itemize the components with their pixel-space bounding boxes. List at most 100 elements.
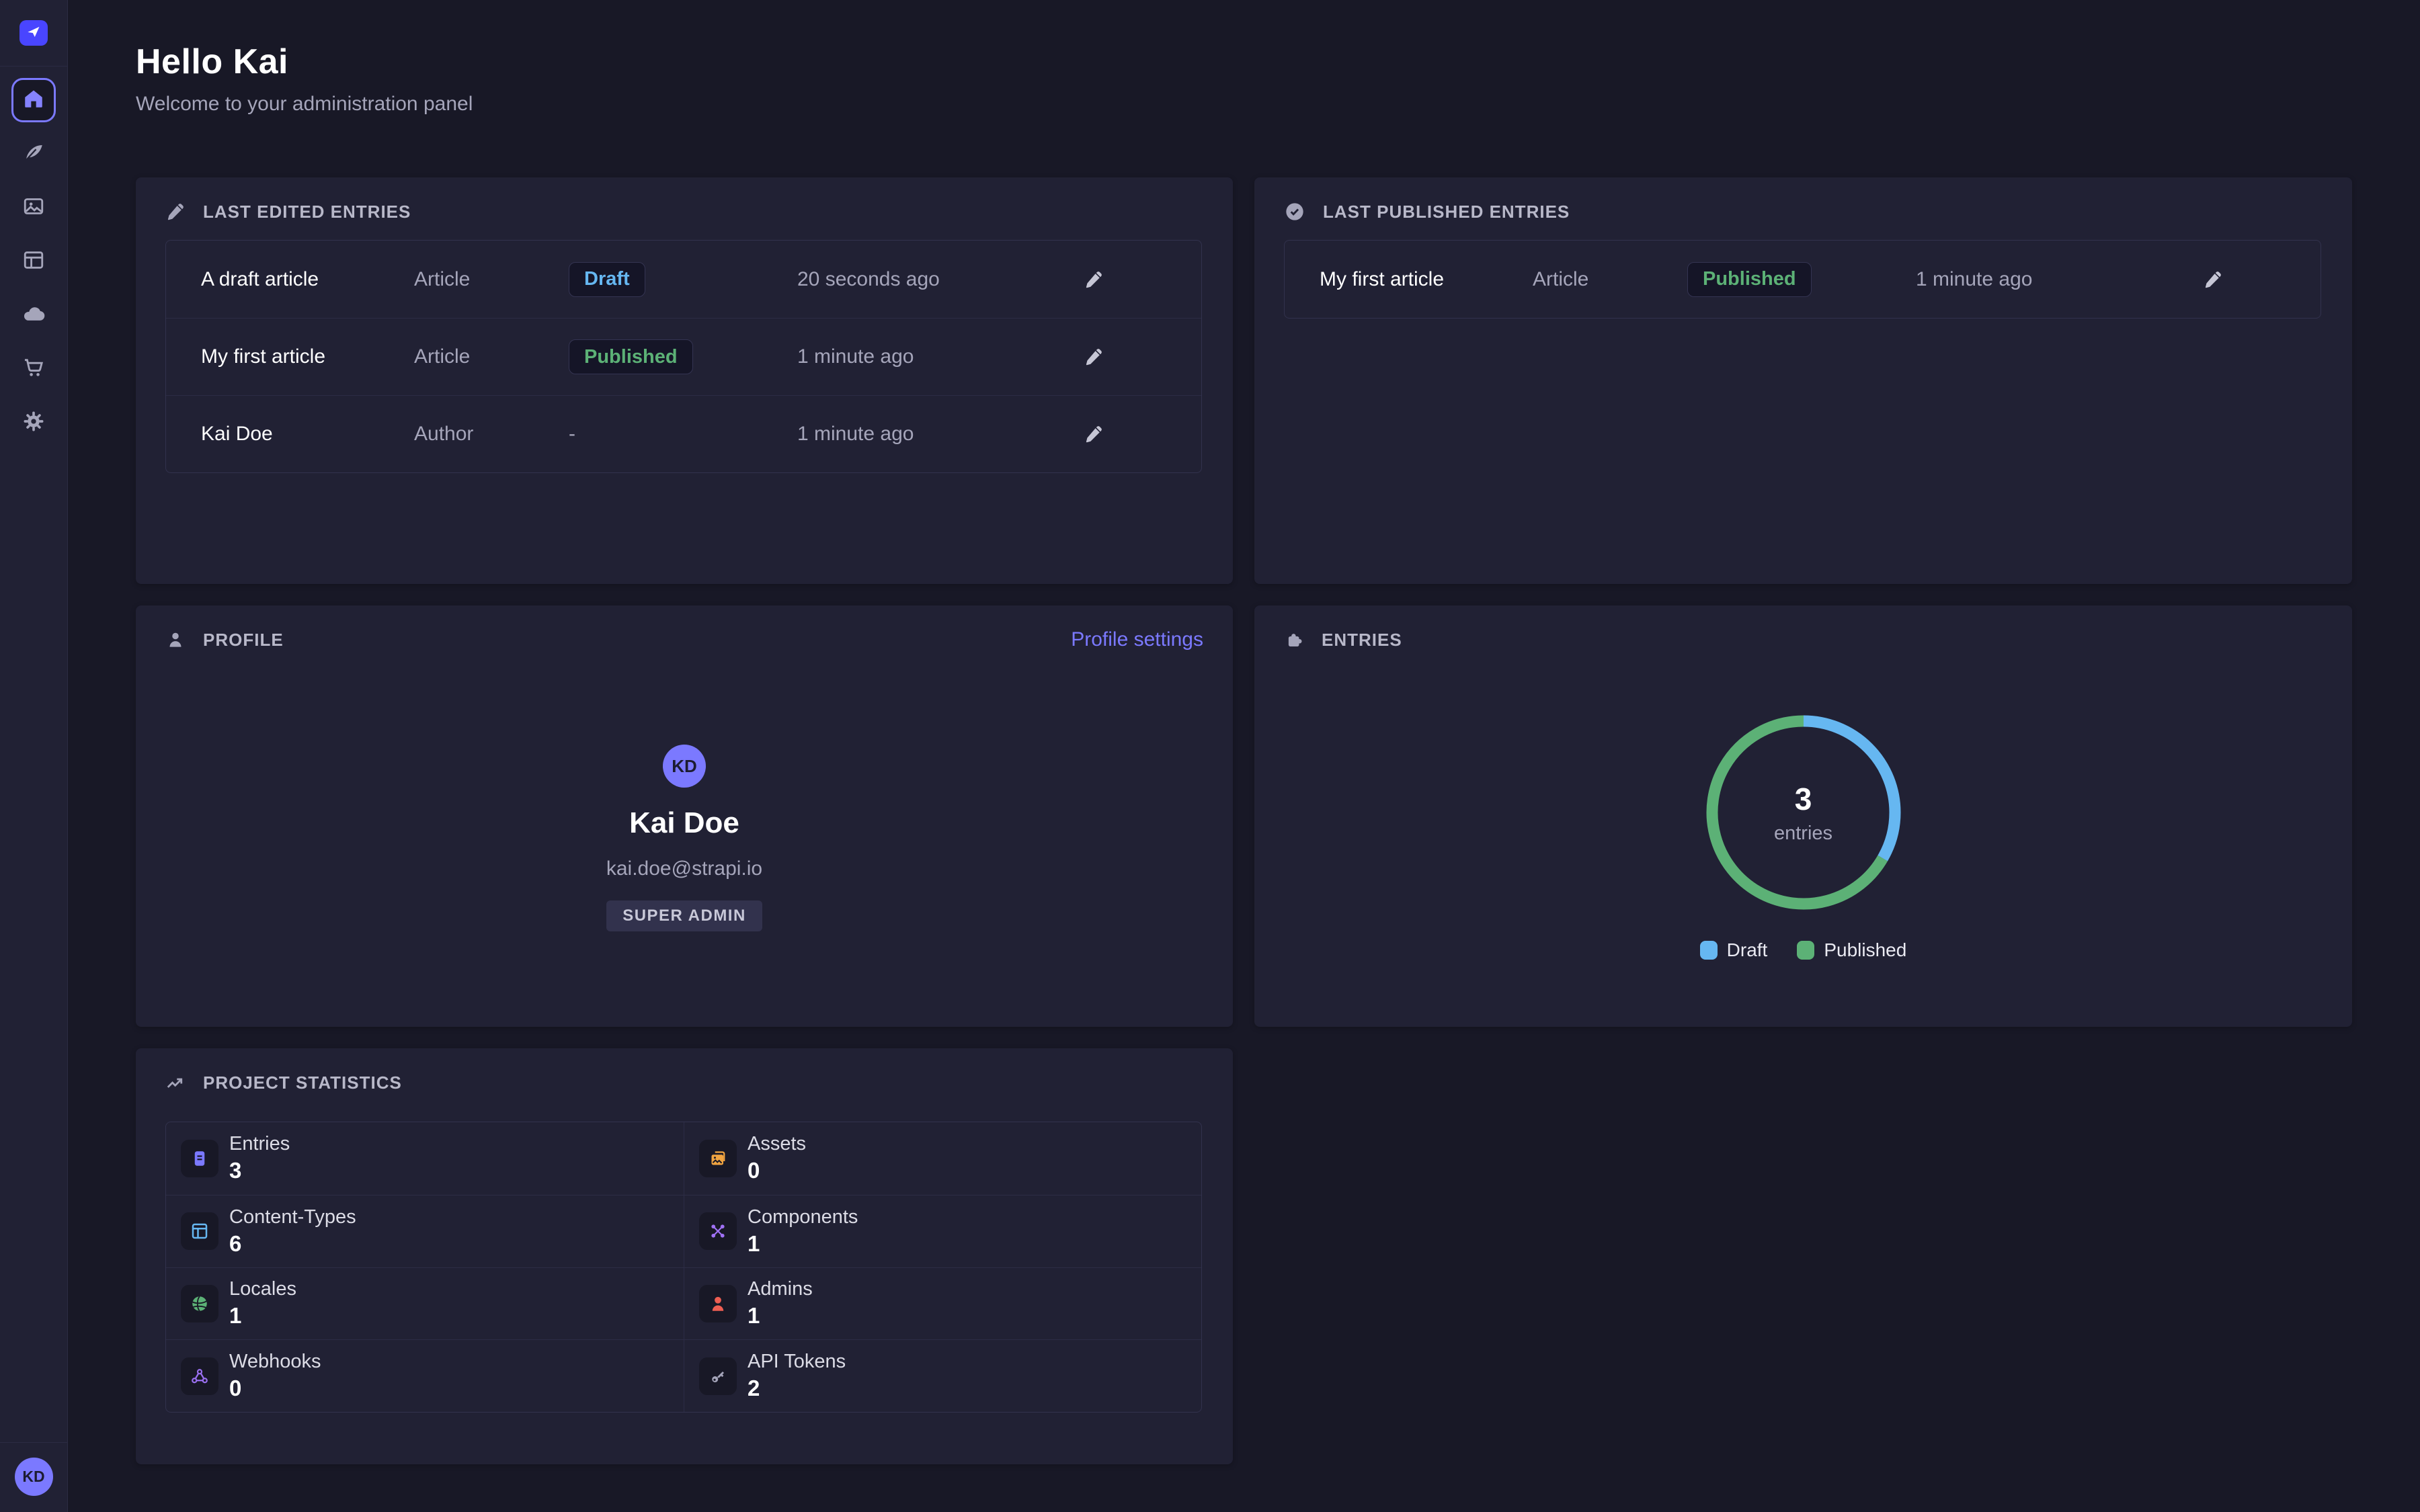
layout-icon [181, 1212, 218, 1250]
sidebar-item-marketplace[interactable] [11, 347, 56, 391]
panels-grid: LAST EDITED ENTRIES A draft article Arti… [136, 177, 2352, 1464]
last-edited-entries-panel: LAST EDITED ENTRIES A draft article Arti… [136, 177, 1233, 584]
stat-label: Entries [229, 1133, 290, 1155]
puzzle-icon [1284, 630, 1304, 650]
stat-value: 1 [229, 1303, 296, 1329]
chart-legend: Draft Published [1254, 939, 2352, 961]
last-published-entries-header: LAST PUBLISHED ENTRIES [1284, 200, 2323, 223]
panel-title: LAST PUBLISHED ENTRIES [1323, 202, 1570, 222]
last-edited-entries-header: LAST EDITED ENTRIES [165, 200, 1203, 223]
stat-label: Locales [229, 1278, 296, 1300]
panel-title: LAST EDITED ENTRIES [203, 202, 411, 222]
last-published-entries-table: My first article Article Published 1 min… [1284, 240, 2321, 319]
strapi-logo-icon [25, 23, 42, 44]
check-circle-icon [1284, 201, 1305, 222]
stat-label: Components [748, 1206, 858, 1228]
profile-email: kai.doe@strapi.io [606, 857, 762, 880]
entry-type: Author [414, 423, 569, 446]
table-row[interactable]: A draft article Article Draft 20 seconds… [166, 241, 1201, 318]
stat-locales: Locales 1 [166, 1267, 684, 1340]
entries-header: ENTRIES [1284, 628, 2323, 651]
stat-api-tokens: API Tokens2 [684, 1339, 1201, 1412]
stat-label: Webhooks [229, 1351, 321, 1373]
media-icon [22, 195, 45, 221]
pencil-icon [1084, 269, 1104, 290]
status-badge: Published [569, 339, 693, 374]
legend-label: Draft [1727, 939, 1768, 961]
sidebar-bottom: KD [0, 1442, 67, 1512]
sidebar-item-cloud[interactable] [11, 293, 56, 337]
gear-icon [22, 410, 45, 436]
feather-icon [22, 141, 45, 167]
role-badge: SUPER ADMIN [606, 900, 762, 931]
edit-entry-button[interactable] [1080, 424, 1107, 444]
legend-item-draft: Draft [1700, 939, 1768, 961]
pencil-icon [2203, 269, 2223, 290]
published-swatch [1797, 941, 1814, 960]
entry-name: Kai Doe [201, 423, 414, 446]
entries-total: 3 [1795, 781, 1812, 817]
edit-entry-button[interactable] [2200, 269, 2226, 290]
edit-entry-button[interactable] [1080, 269, 1107, 290]
stat-label: Admins [748, 1278, 813, 1300]
table-row[interactable]: Kai Doe Author - 1 minute ago [166, 395, 1201, 472]
file-icon [181, 1140, 218, 1177]
entry-name: A draft article [201, 268, 414, 291]
profile-body: KD Kai Doe kai.doe@strapi.io SUPER ADMIN [136, 605, 1233, 1027]
edit-entry-button[interactable] [1080, 347, 1107, 367]
donut-center: 3 entries [1703, 712, 1904, 913]
sidebar-nav [11, 78, 56, 445]
stat-entries: Entries 3 [166, 1122, 684, 1195]
stat-value: 0 [748, 1158, 806, 1183]
layout-icon [22, 249, 45, 275]
strapi-logo[interactable] [19, 20, 48, 46]
entry-time: 1 minute ago [1916, 268, 2200, 291]
webhook-icon [181, 1357, 218, 1395]
pencil-icon [1084, 347, 1104, 367]
stat-value: 3 [229, 1158, 290, 1183]
sidebar-item-content-type-builder[interactable] [11, 239, 56, 284]
entry-type: Article [414, 345, 569, 368]
user-icon [699, 1285, 737, 1322]
entry-type: Article [414, 268, 569, 291]
stat-label: API Tokens [748, 1351, 846, 1373]
globe-icon [181, 1285, 218, 1322]
project-statistics-grid: Entries 3 Assets0 Content-Types6 [165, 1122, 1202, 1413]
sidebar-item-content-manager[interactable] [11, 132, 56, 176]
status-badge: Published [1687, 262, 1812, 297]
home-icon [22, 87, 45, 114]
sidebar-item-home[interactable] [11, 78, 56, 122]
profile-panel: PROFILE Profile settings KD Kai Doe kai.… [136, 605, 1233, 1027]
stat-value: 0 [229, 1376, 321, 1401]
sidebar-item-settings[interactable] [11, 401, 56, 445]
entries-panel: ENTRIES 3 entries Draft P [1254, 605, 2352, 1027]
stat-assets: Assets0 [684, 1122, 1201, 1195]
profile-name: Kai Doe [629, 806, 739, 840]
stat-content-types: Content-Types6 [166, 1195, 684, 1267]
stat-label: Content-Types [229, 1206, 356, 1228]
entries-total-label: entries [1774, 823, 1832, 845]
stat-admins: Admins1 [684, 1267, 1201, 1340]
cart-icon [22, 356, 45, 382]
project-statistics-panel: PROJECT STATISTICS Entries 3 Assets0 [136, 1048, 1233, 1464]
page-title: Hello Kai [136, 42, 2352, 82]
sidebar-divider [0, 66, 67, 67]
page-subtitle: Welcome to your administration panel [136, 93, 2352, 116]
table-row[interactable]: My first article Article Published 1 min… [1285, 241, 2321, 318]
entry-time: 1 minute ago [797, 423, 1080, 446]
stat-components: Components1 [684, 1195, 1201, 1267]
sidebar-bottom-divider [0, 1442, 67, 1443]
table-row[interactable]: My first article Article Published 1 min… [166, 318, 1201, 395]
entry-time: 1 minute ago [797, 345, 1080, 368]
pencil-icon [165, 202, 186, 222]
components-icon [699, 1212, 737, 1250]
status-badge: Draft [569, 262, 645, 297]
panel-title: PROJECT STATISTICS [203, 1073, 402, 1093]
last-edited-entries-table: A draft article Article Draft 20 seconds… [165, 240, 1202, 473]
user-avatar[interactable]: KD [15, 1458, 53, 1496]
main-content: Hello Kai Welcome to your administration… [68, 42, 2420, 1464]
project-statistics-header: PROJECT STATISTICS [165, 1071, 1203, 1094]
entry-type: Article [1533, 268, 1687, 291]
sidebar-item-media-library[interactable] [11, 185, 56, 230]
trending-up-icon [165, 1073, 186, 1093]
